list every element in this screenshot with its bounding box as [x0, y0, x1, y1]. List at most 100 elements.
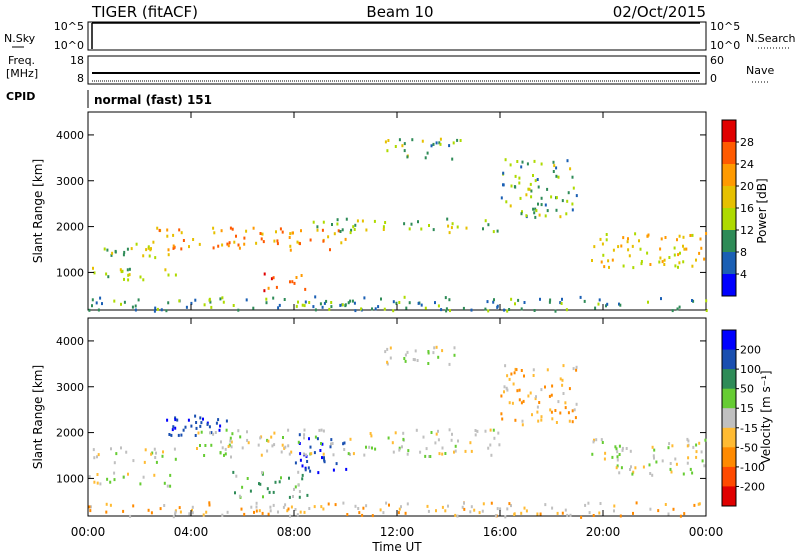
echo-cell — [530, 195, 533, 199]
echo-cell — [174, 510, 177, 514]
echo-cell — [435, 509, 437, 513]
echo-cell — [498, 443, 501, 447]
echo-cell — [529, 182, 532, 186]
echo-cell — [616, 464, 619, 468]
echo-cell — [303, 510, 306, 514]
echo-cell — [394, 431, 397, 435]
echo-cell — [552, 170, 555, 173]
echo-cell — [127, 472, 129, 476]
echo-cell — [481, 509, 484, 513]
echo-cell — [428, 224, 430, 227]
echo-cell — [533, 159, 536, 163]
echo-cell — [439, 137, 442, 141]
echo-cell — [196, 447, 198, 450]
echo-cell — [294, 485, 297, 489]
echo-cell — [508, 308, 511, 311]
echo-cell — [622, 236, 625, 240]
echo-cell — [128, 267, 131, 271]
echo-cell — [574, 416, 577, 420]
echo-cell — [130, 247, 133, 251]
echo-cell — [403, 149, 406, 153]
echo-cell — [387, 436, 390, 440]
echo-cell — [270, 435, 273, 439]
echo-cell — [600, 260, 603, 264]
echo-cell — [428, 455, 431, 458]
echo-cell — [346, 513, 349, 516]
echo-cell — [191, 505, 194, 509]
echo-cell — [403, 357, 406, 360]
echo-cell — [435, 345, 438, 349]
echo-cell — [255, 501, 258, 505]
echo-cell — [676, 307, 679, 311]
echo-cell — [668, 256, 671, 259]
echo-cell — [229, 226, 232, 230]
echo-cell — [687, 456, 690, 460]
echo-cell — [510, 297, 513, 301]
echo-cell — [298, 495, 301, 499]
velocity-panel — [87, 317, 707, 517]
freq-left-tick-bottom: 8 — [77, 72, 84, 85]
echo-cell — [291, 280, 294, 284]
echo-cell — [323, 456, 325, 460]
echo-cell — [540, 203, 543, 207]
echo-cell — [160, 308, 163, 312]
echo-cell — [651, 445, 654, 449]
echo-cell — [110, 447, 112, 451]
echo-cell — [450, 438, 453, 442]
echo-cell — [132, 459, 135, 463]
echo-cell — [575, 365, 578, 369]
echo-cell — [386, 362, 389, 366]
colorbar-tick-label: 16 — [740, 202, 754, 215]
echo-cell — [247, 441, 250, 445]
echo-cell — [307, 466, 310, 470]
echo-cell — [496, 305, 499, 309]
echo-cell — [664, 503, 667, 506]
echo-cell — [314, 308, 317, 312]
echo-cell — [567, 411, 570, 415]
echo-cell — [126, 268, 129, 272]
echo-cell — [225, 428, 228, 432]
echo-cell — [592, 514, 595, 517]
echo-cell — [529, 391, 532, 395]
echo-cell — [210, 443, 213, 447]
echo-cell — [505, 200, 508, 204]
echo-cell — [692, 299, 695, 303]
echo-cell — [166, 418, 169, 422]
echo-cell — [544, 503, 547, 507]
echo-cell — [489, 443, 492, 447]
echo-cell — [342, 501, 345, 505]
echo-cell — [321, 442, 324, 446]
echo-cell — [178, 506, 181, 510]
echo-cell — [278, 480, 281, 484]
echo-cell — [105, 502, 108, 506]
echo-cell — [148, 254, 151, 258]
echo-cell — [259, 482, 262, 486]
ytick-label: 1000 — [56, 472, 84, 485]
echo-cell — [705, 232, 708, 235]
echo-cell — [354, 309, 357, 313]
echo-cell — [316, 228, 319, 232]
echo-cell — [619, 303, 622, 307]
echo-cell — [444, 509, 447, 513]
echo-cell — [302, 452, 305, 456]
echo-cell — [380, 297, 382, 301]
echo-cell — [473, 508, 476, 512]
echo-cell — [523, 301, 526, 304]
echo-cell — [572, 367, 575, 371]
echo-cell — [235, 474, 238, 478]
echo-cell — [168, 433, 171, 436]
echo-cell — [96, 455, 98, 459]
velocity-echoes — [88, 345, 707, 519]
echo-cell — [448, 144, 451, 148]
xtick-label: 20:00 — [586, 525, 621, 539]
echo-cell — [269, 509, 272, 513]
noise-left-tick-bottom: 10^0 — [54, 39, 84, 52]
echo-cell — [131, 305, 134, 309]
echo-cell — [515, 368, 518, 372]
echo-cell — [493, 436, 496, 440]
echo-cell — [634, 232, 637, 236]
echo-cell — [448, 298, 451, 302]
echo-cell — [698, 502, 701, 506]
echo-cell — [614, 445, 617, 449]
echo-cell — [667, 446, 670, 450]
